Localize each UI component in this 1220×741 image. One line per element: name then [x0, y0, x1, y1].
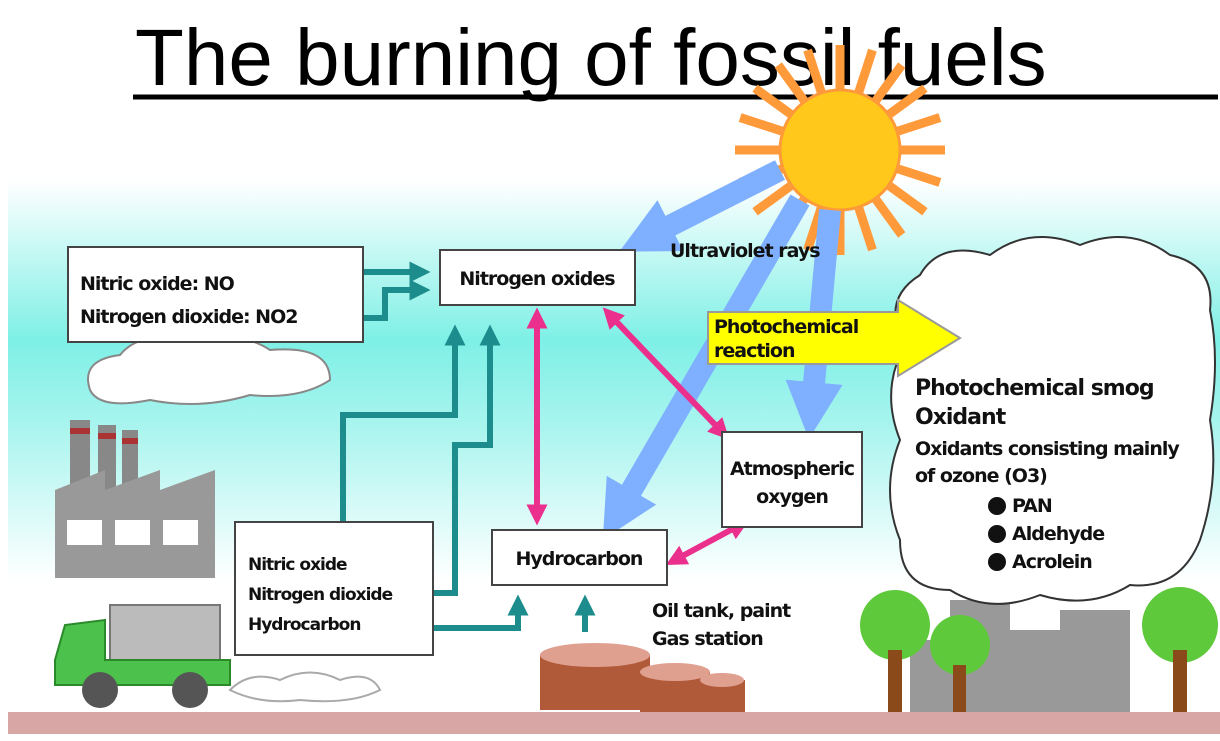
label: Nitrogen oxides: [459, 268, 615, 290]
label: Nitric oxide: [248, 555, 347, 575]
list-item: Aldehyde: [1012, 523, 1104, 545]
label: Ultraviolet rays: [670, 240, 820, 262]
sun-ray: [892, 118, 940, 133]
bullet: [988, 553, 1006, 571]
label: oxygen: [756, 486, 828, 508]
ground: [8, 712, 1220, 734]
bullet: [988, 497, 1006, 515]
label: Photochemical smog: [915, 376, 1154, 401]
label: Oil tank, paint: [652, 600, 791, 622]
title: The burning of fossil fuels: [135, 13, 1047, 102]
list-item: PAN: [1012, 495, 1052, 517]
label: Oxidant: [915, 405, 1007, 430]
label: Photochemical: [714, 316, 858, 338]
label: of ozone (O3): [915, 465, 1047, 487]
label: Nitrogen dioxide: NO2: [80, 306, 297, 328]
label: Hydrocarbon: [248, 615, 360, 635]
label: Atmospheric: [730, 458, 854, 480]
list-item: Acrolein: [1012, 551, 1092, 573]
label: Nitric oxide: NO: [80, 273, 235, 295]
label: Oxidants consisting mainly: [915, 438, 1180, 460]
diagram: The burning of fossil fuels Nitric oxide…: [0, 0, 1220, 741]
bullet: [988, 525, 1006, 543]
label: Hydrocarbon: [516, 548, 643, 570]
label: reaction: [714, 340, 795, 362]
sun-ray: [740, 118, 788, 133]
label: Nitrogen dioxide: [248, 585, 393, 605]
label: Gas station: [652, 628, 763, 650]
